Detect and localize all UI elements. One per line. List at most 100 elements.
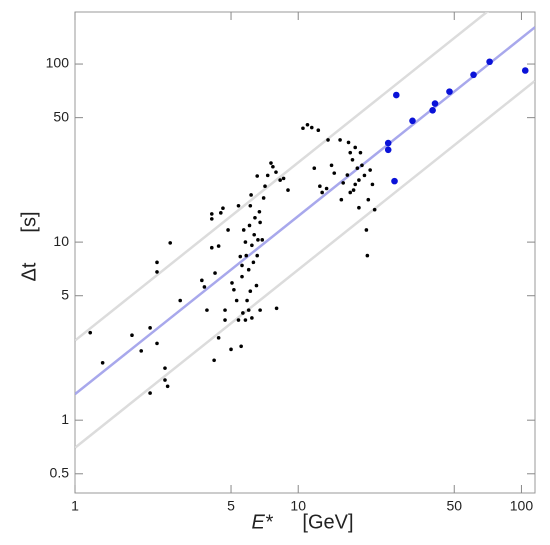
point bbox=[271, 164, 275, 169]
point bbox=[346, 140, 351, 145]
point bbox=[429, 106, 436, 114]
point bbox=[223, 318, 227, 322]
y-label: Δt bbox=[18, 262, 40, 281]
point bbox=[341, 181, 345, 185]
point bbox=[252, 232, 256, 237]
point bbox=[246, 267, 251, 272]
point bbox=[88, 330, 93, 335]
point bbox=[226, 228, 230, 232]
point bbox=[351, 188, 356, 192]
x-tick-label: 1 bbox=[71, 498, 79, 514]
x-label-unit: [GeV] bbox=[302, 511, 353, 533]
point bbox=[366, 197, 371, 202]
point bbox=[163, 378, 167, 382]
point bbox=[521, 67, 529, 74]
point bbox=[249, 193, 253, 197]
x-tick-label: 100 bbox=[510, 498, 534, 514]
point bbox=[274, 170, 278, 174]
point bbox=[250, 243, 254, 248]
point bbox=[155, 341, 159, 346]
point bbox=[240, 274, 244, 279]
point bbox=[216, 336, 221, 340]
point bbox=[246, 308, 251, 312]
point bbox=[316, 128, 321, 133]
point bbox=[236, 203, 241, 208]
point bbox=[232, 287, 236, 292]
point bbox=[391, 177, 398, 185]
point bbox=[309, 125, 314, 130]
x-tick-label: 50 bbox=[446, 498, 462, 514]
y-tick-label: 5 bbox=[61, 286, 69, 302]
point bbox=[348, 150, 353, 155]
y-tick-label: 1 bbox=[61, 411, 69, 427]
point bbox=[253, 215, 257, 220]
point bbox=[269, 161, 273, 165]
point bbox=[365, 253, 370, 258]
point bbox=[353, 182, 358, 187]
point bbox=[205, 308, 209, 312]
point bbox=[320, 190, 324, 195]
point bbox=[244, 253, 249, 258]
point bbox=[350, 157, 355, 162]
point bbox=[247, 223, 252, 228]
x-tick-label: 5 bbox=[227, 498, 235, 514]
point bbox=[245, 298, 249, 303]
point bbox=[202, 285, 207, 289]
point bbox=[260, 238, 265, 242]
point bbox=[241, 228, 246, 232]
point bbox=[165, 384, 170, 389]
point bbox=[312, 166, 317, 171]
point bbox=[212, 358, 216, 363]
point bbox=[409, 117, 416, 125]
y-tick-label: 10 bbox=[53, 233, 69, 249]
point bbox=[339, 197, 344, 202]
point bbox=[223, 308, 227, 312]
point bbox=[209, 245, 214, 250]
point bbox=[362, 173, 367, 178]
point bbox=[168, 241, 173, 245]
point bbox=[255, 174, 260, 178]
point bbox=[258, 308, 262, 312]
point bbox=[372, 207, 377, 212]
point bbox=[470, 71, 477, 79]
point bbox=[486, 58, 493, 66]
point bbox=[200, 278, 204, 283]
point bbox=[148, 326, 152, 330]
point bbox=[248, 289, 253, 294]
point bbox=[155, 270, 159, 274]
point bbox=[324, 186, 329, 191]
point bbox=[326, 138, 330, 142]
point bbox=[261, 196, 266, 200]
point bbox=[139, 349, 144, 353]
point bbox=[221, 206, 225, 211]
point bbox=[178, 298, 183, 303]
point bbox=[243, 318, 248, 322]
point bbox=[256, 238, 260, 242]
point bbox=[236, 318, 241, 322]
point bbox=[332, 171, 337, 175]
point bbox=[392, 91, 400, 99]
point bbox=[213, 271, 217, 275]
point bbox=[360, 163, 364, 168]
point bbox=[357, 178, 361, 182]
point bbox=[281, 176, 286, 181]
point bbox=[230, 281, 234, 285]
point bbox=[286, 188, 290, 192]
point bbox=[216, 244, 221, 248]
point bbox=[234, 298, 239, 303]
point bbox=[229, 347, 233, 352]
point bbox=[254, 283, 259, 288]
point bbox=[248, 203, 253, 208]
point bbox=[250, 316, 254, 320]
point bbox=[431, 100, 439, 107]
point bbox=[345, 173, 350, 177]
point bbox=[130, 333, 134, 338]
trend-line bbox=[75, 26, 535, 396]
point bbox=[368, 168, 372, 172]
y-tick-label: 50 bbox=[53, 108, 69, 124]
point bbox=[240, 263, 244, 268]
point bbox=[384, 139, 392, 147]
point bbox=[329, 163, 334, 168]
point bbox=[243, 240, 248, 244]
